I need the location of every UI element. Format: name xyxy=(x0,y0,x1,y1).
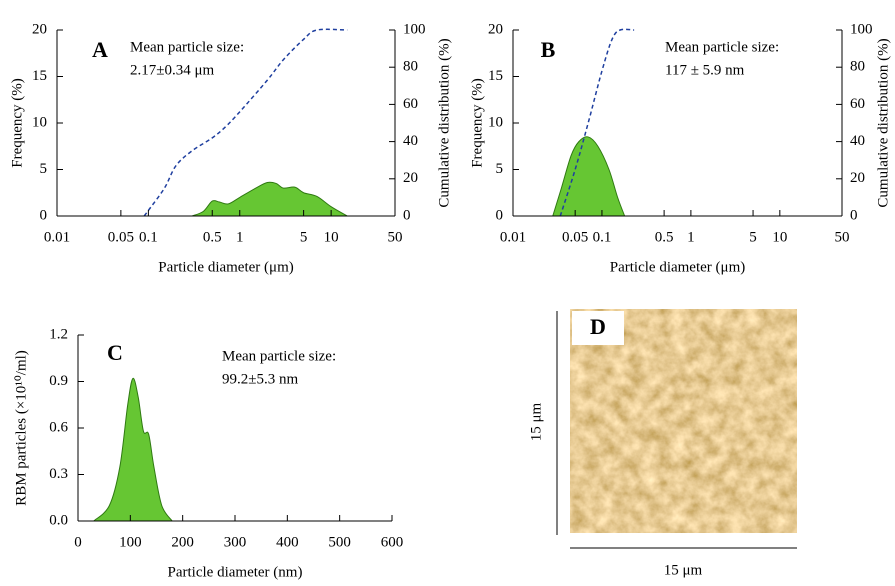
y2-tick-label: 20 xyxy=(403,170,418,186)
x-tick-label: 50 xyxy=(835,229,850,245)
y2-axis-title: Cumulative distribution (%) xyxy=(436,38,452,207)
y2-tick-label: 40 xyxy=(850,133,865,149)
figure: D 15 μm 15 μm 0.010.050.10.5151050051015… xyxy=(0,0,895,581)
panel-label: A xyxy=(92,37,108,62)
x-axis-title: Particle diameter (nm) xyxy=(168,564,303,580)
x-tick-label: 100 xyxy=(119,534,142,550)
y-tick-label: 10 xyxy=(488,114,503,130)
y-tick-label: 1.2 xyxy=(49,326,68,342)
y-tick-label: 0.3 xyxy=(49,466,68,482)
x-tick-label: 0.1 xyxy=(593,229,612,245)
y-axis-title: RBM particles (×10¹⁰/ml) xyxy=(13,350,29,506)
annotation: Mean particle size: xyxy=(665,39,779,55)
panel-label: C xyxy=(107,340,123,365)
x-tick-label: 0.01 xyxy=(500,229,526,245)
x-tick-label: 10 xyxy=(772,229,787,245)
annotation: 117 ± 5.9 nm xyxy=(665,62,745,78)
x-tick-label: 5 xyxy=(300,229,308,245)
x-tick-label: 10 xyxy=(324,229,339,245)
y-tick-label: 15 xyxy=(32,68,47,84)
x-axis-title: Particle diameter (μm) xyxy=(158,259,293,275)
x-tick-label: 0.5 xyxy=(203,229,222,245)
annotation: 2.17±0.34 μm xyxy=(130,62,215,78)
y-tick-label: 0 xyxy=(496,207,504,223)
image-panel: D 15 μm 15 μm xyxy=(528,309,797,578)
x-tick-label: 1 xyxy=(236,229,244,245)
y-tick-label: 0.6 xyxy=(49,419,68,435)
frequency-area xyxy=(553,137,625,216)
y2-tick-label: 40 xyxy=(403,133,418,149)
annotation: 99.2±5.3 nm xyxy=(222,371,298,387)
x-tick-label: 500 xyxy=(328,534,351,550)
x-tick-label: 0 xyxy=(74,534,82,550)
x-tick-label: 1 xyxy=(687,229,695,245)
x-tick-label: 0.01 xyxy=(44,229,70,245)
y-tick-label: 15 xyxy=(488,68,503,84)
x-tick-label: 0.05 xyxy=(562,229,588,245)
chart-panel: 0 100 200 300 400 500 600 0.0 0.3 0.6 0.9 1.2 Partic… xyxy=(13,326,403,580)
y2-tick-label: 0 xyxy=(403,207,411,223)
y-tick-label: 5 xyxy=(496,161,504,177)
y2-tick-label: 60 xyxy=(403,96,418,112)
y-tick-label: 10 xyxy=(32,114,47,130)
x-tick-label: 0.5 xyxy=(655,229,674,245)
panel-label: B xyxy=(541,37,556,62)
y-tick-label: 20 xyxy=(488,21,503,37)
cumulative-line xyxy=(144,29,347,216)
x-tick-label: 0.1 xyxy=(139,229,158,245)
y2-tick-label: 80 xyxy=(403,59,418,75)
x-tick-label: 0.05 xyxy=(108,229,134,245)
annotation: Mean particle size: xyxy=(222,348,336,364)
y2-tick-label: 80 xyxy=(850,59,865,75)
y-tick-label: 0.0 xyxy=(49,512,68,528)
y2-tick-label: 100 xyxy=(403,21,426,37)
x-tick-label: 50 xyxy=(388,229,403,245)
annotation: Mean particle size: xyxy=(130,39,244,55)
y2-tick-label: 100 xyxy=(850,21,873,37)
y2-tick-label: 60 xyxy=(850,96,865,112)
y2-tick-label: 0 xyxy=(850,207,858,223)
y-axis-title: Frequency (%) xyxy=(469,78,485,168)
y2-tick-label: 20 xyxy=(850,170,865,186)
frequency-area xyxy=(94,378,173,521)
y-tick-label: 5 xyxy=(40,161,48,177)
y-tick-label: 0.9 xyxy=(49,373,68,389)
panel-label: D xyxy=(590,314,606,339)
x-tick-label: 5 xyxy=(749,229,757,245)
frequency-area xyxy=(192,182,347,216)
y-tick-label: 20 xyxy=(32,21,47,37)
x-tick-label: 300 xyxy=(224,534,247,550)
y-axis-title: Frequency (%) xyxy=(9,78,25,168)
x-scale-label: 15 μm xyxy=(664,562,703,578)
x-tick-label: 400 xyxy=(276,534,299,550)
y-scale-label: 15 μm xyxy=(528,402,544,441)
y-tick-label: 0 xyxy=(40,207,48,223)
y2-axis-title: Cumulative distribution (%) xyxy=(875,38,891,207)
x-axis-title: Particle diameter (μm) xyxy=(610,259,745,275)
x-tick-label: 600 xyxy=(381,534,404,550)
x-tick-label: 200 xyxy=(171,534,194,550)
